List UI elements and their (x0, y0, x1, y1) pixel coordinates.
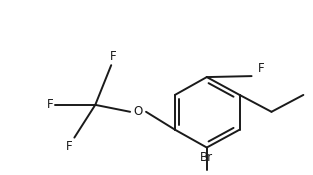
Text: Br: Br (200, 151, 213, 164)
Text: F: F (110, 50, 116, 63)
Text: O: O (133, 105, 143, 118)
Text: F: F (66, 140, 72, 153)
Text: F: F (258, 62, 264, 75)
Text: F: F (47, 98, 54, 111)
